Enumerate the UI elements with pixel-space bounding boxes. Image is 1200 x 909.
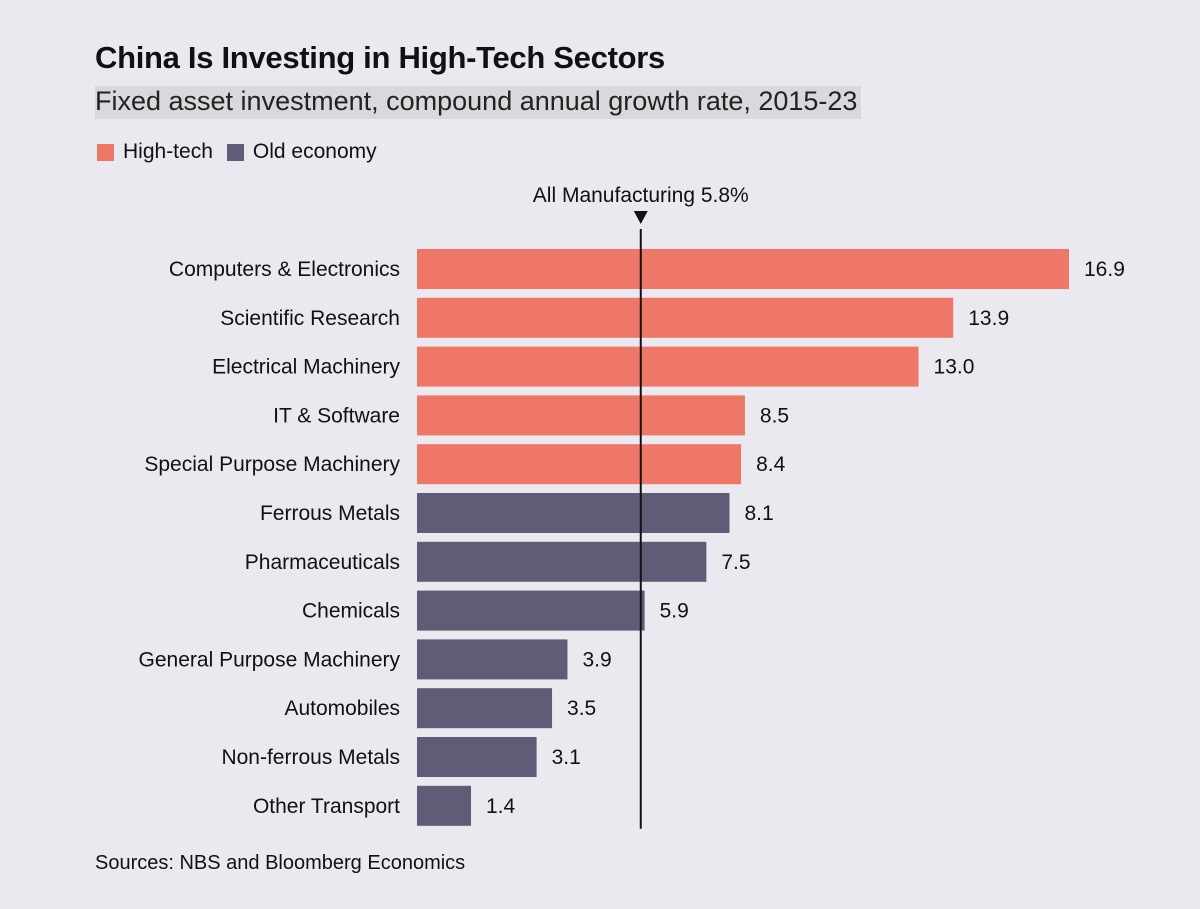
category-label-non-ferrous-metals: Non-ferrous Metals bbox=[221, 746, 400, 769]
bar-computers-and-electronics bbox=[417, 249, 1069, 289]
category-label-scientific-research: Scientific Research bbox=[220, 307, 400, 330]
value-label-ferrous-metals: 8.1 bbox=[744, 502, 773, 525]
legend: High-tech Old economy bbox=[97, 140, 391, 164]
chart-subtitle: Fixed asset investment, compound annual … bbox=[95, 86, 862, 119]
value-label-other-transport: 1.4 bbox=[486, 795, 516, 818]
bar-pharmaceuticals bbox=[417, 541, 707, 582]
category-label-automobiles: Automobiles bbox=[284, 697, 400, 720]
bar-special-purpose-machinery bbox=[417, 444, 742, 485]
legend-label-old-economy: Old economy bbox=[252, 140, 377, 163]
bar-chemicals bbox=[417, 590, 645, 631]
value-label-it-and-software: 8.5 bbox=[760, 404, 789, 427]
value-label-special-purpose-machinery: 8.4 bbox=[756, 453, 786, 476]
category-label-other-transport: Other Transport bbox=[253, 795, 400, 818]
bar-automobiles bbox=[417, 688, 553, 729]
value-label-general-purpose-machinery: 3.9 bbox=[582, 648, 611, 671]
category-label-computers-and-electronics: Computers & Electronics bbox=[169, 258, 400, 281]
source-note: Sources: NBS and Bloomberg Economics bbox=[95, 852, 466, 874]
bar-it-and-software bbox=[417, 395, 745, 436]
category-label-chemicals: Chemicals bbox=[302, 600, 400, 623]
chart-title: China Is Investing in High-Tech Sectors bbox=[95, 40, 665, 75]
bar-ferrous-metals bbox=[417, 493, 730, 533]
bar-electrical-machinery bbox=[417, 346, 919, 387]
category-label-it-and-software: IT & Software bbox=[273, 404, 400, 427]
legend-item-old-economy: Old economy bbox=[226, 140, 377, 164]
value-label-pharmaceuticals: 7.5 bbox=[721, 551, 750, 574]
bar-scientific-research bbox=[417, 297, 954, 338]
legend-label-high-tech: High-tech bbox=[123, 140, 213, 163]
bar-general-purpose-machinery bbox=[417, 639, 568, 680]
reference-label: All Manufacturing 5.8% bbox=[533, 184, 749, 207]
legend-swatch-high-tech bbox=[97, 143, 114, 161]
category-label-general-purpose-machinery: General Purpose Machinery bbox=[139, 648, 401, 671]
value-label-chemicals: 5.9 bbox=[660, 600, 689, 623]
value-label-automobiles: 3.5 bbox=[567, 697, 596, 720]
category-label-special-purpose-machinery: Special Purpose Machinery bbox=[144, 453, 400, 476]
legend-item-high-tech: High-tech bbox=[97, 140, 213, 164]
value-label-scientific-research: 13.9 bbox=[968, 307, 1009, 330]
category-label-ferrous-metals: Ferrous Metals bbox=[260, 502, 400, 525]
reference-marker-icon bbox=[633, 211, 648, 224]
category-label-electrical-machinery: Electrical Machinery bbox=[212, 356, 400, 379]
value-label-computers-and-electronics: 16.9 bbox=[1084, 258, 1125, 281]
category-label-pharmaceuticals: Pharmaceuticals bbox=[245, 551, 400, 574]
bar-other-transport bbox=[417, 785, 472, 826]
legend-swatch-old-economy bbox=[226, 143, 244, 161]
value-label-electrical-machinery: 13.0 bbox=[934, 356, 975, 379]
value-label-non-ferrous-metals: 3.1 bbox=[552, 746, 581, 769]
bar-non-ferrous-metals bbox=[417, 737, 537, 777]
